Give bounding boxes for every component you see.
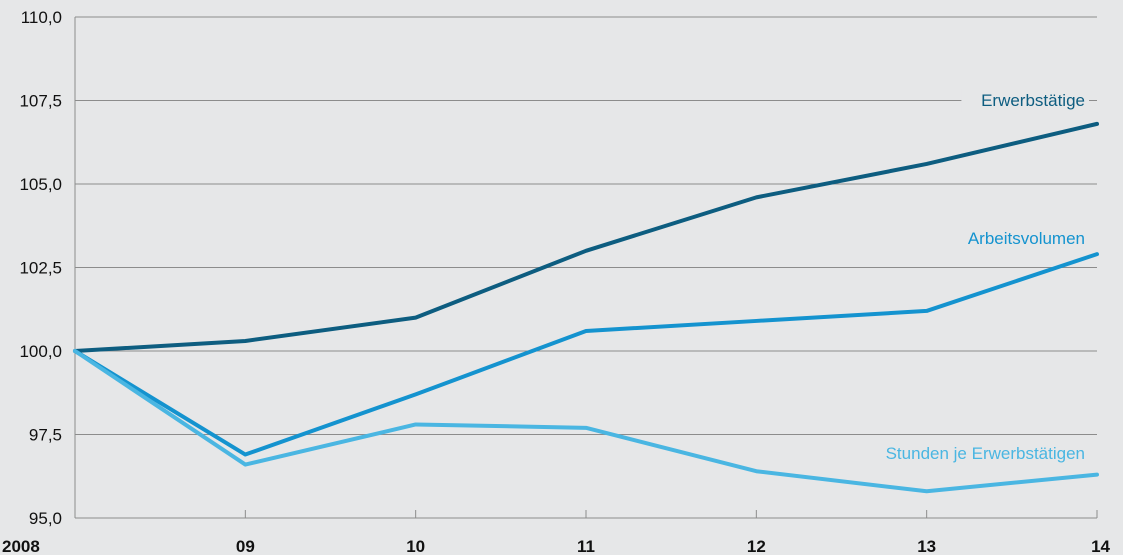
series-labels: Erwerbstätige Arbeitsvolumen Stunden je Er… [851, 89, 1089, 465]
y-tick-label: 100,0 [19, 342, 62, 361]
series-lines [73, 121, 1099, 494]
series-label-bg [851, 442, 1089, 465]
x-tick-label: 12 [747, 537, 766, 555]
x-tick-label: 14 [1091, 537, 1110, 555]
y-tick-label: 102,5 [19, 259, 62, 278]
y-axis-ticks: 95,0 97,5 100,0 102,5 105,0 107,5 110,0 [19, 8, 62, 528]
y-tick-label: 107,5 [19, 92, 62, 111]
x-tick-label: 11 [577, 537, 595, 555]
series-line [73, 349, 1099, 494]
x-axis-ticks: 2008 09 10 11 12 13 14 [2, 537, 1111, 555]
series-label-bg [952, 227, 1089, 250]
x-tick-label: 09 [236, 537, 255, 555]
x-tick-label: 13 [917, 537, 936, 555]
y-tick-label: 97,5 [29, 426, 62, 445]
series-label-bg [961, 89, 1089, 112]
series-line [73, 121, 1099, 353]
series-line [73, 252, 1099, 457]
grid-lines [74, 16, 1098, 519]
y-tick-label: 95,0 [29, 509, 62, 528]
y-tick-label: 105,0 [19, 175, 62, 194]
x-tick-label: 2008 [2, 537, 40, 555]
series-label: Arbeitsvolumen [968, 229, 1085, 248]
x-tick-label: 10 [406, 537, 425, 555]
series-label: Stunden je Erwerbstätigen [886, 444, 1085, 463]
series-label: Erwerbstätige [981, 91, 1085, 110]
y-tick-label: 110,0 [21, 8, 62, 27]
